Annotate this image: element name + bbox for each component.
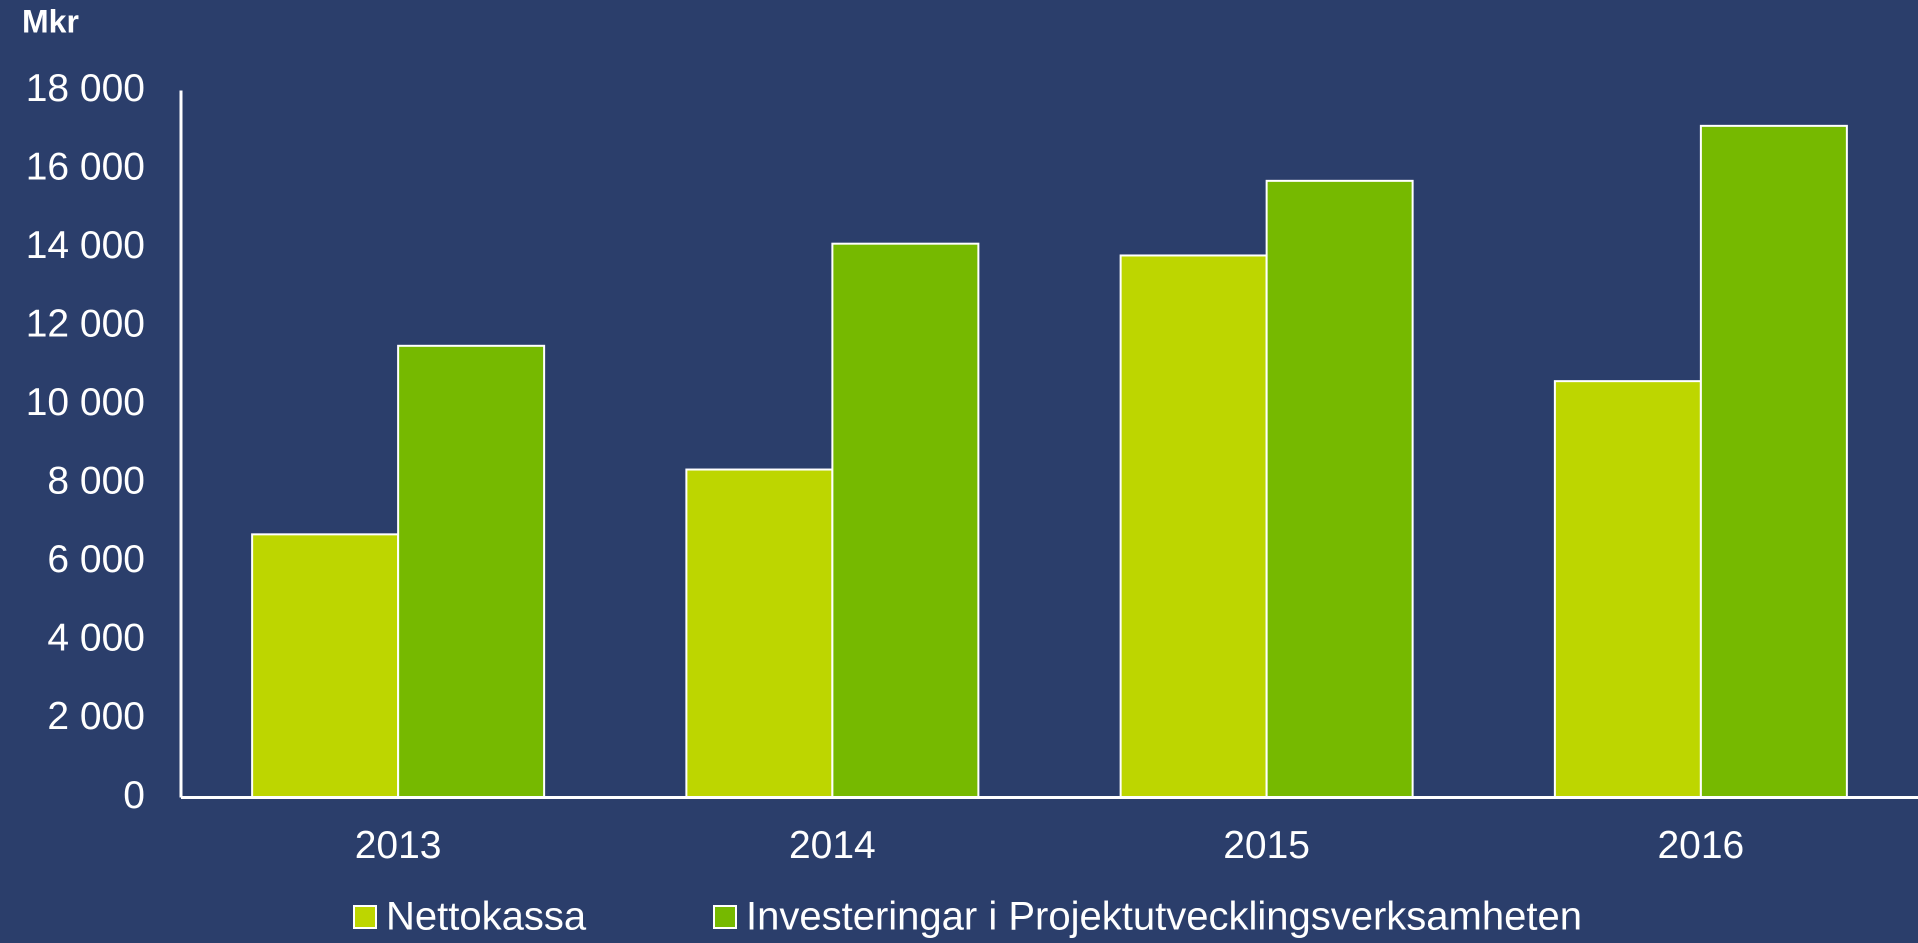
chart-title: Mkr bbox=[22, 3, 79, 39]
bar bbox=[397, 344, 546, 799]
bar bbox=[831, 242, 980, 799]
bar bbox=[251, 533, 400, 799]
y-tick-label: 18 000 bbox=[26, 67, 145, 110]
x-tick-label: 2014 bbox=[789, 824, 876, 867]
legend-swatch bbox=[713, 905, 737, 929]
y-tick-label: 2 000 bbox=[47, 695, 145, 738]
y-tick-label: 10 000 bbox=[26, 381, 145, 424]
legend-label: Investeringar i Projektutvecklingsverksa… bbox=[746, 895, 1582, 939]
x-tick-label: 2015 bbox=[1223, 824, 1310, 867]
bar bbox=[1119, 254, 1268, 799]
x-tick-label: 2016 bbox=[1657, 824, 1744, 867]
bar bbox=[685, 468, 834, 799]
bar bbox=[1265, 179, 1414, 799]
bar bbox=[1699, 124, 1848, 799]
y-tick-label: 8 000 bbox=[47, 460, 145, 503]
y-tick-label: 0 bbox=[123, 774, 145, 817]
y-tick-label: 12 000 bbox=[26, 302, 145, 345]
y-tick-label: 6 000 bbox=[47, 538, 145, 581]
legend-swatch bbox=[353, 905, 377, 929]
y-tick-label: 14 000 bbox=[26, 224, 145, 267]
x-tick-label: 2013 bbox=[355, 824, 442, 867]
y-tick-label: 16 000 bbox=[26, 145, 145, 188]
y-tick-label: 4 000 bbox=[47, 617, 145, 660]
bar bbox=[1553, 380, 1702, 799]
legend-label: Nettokassa bbox=[386, 895, 587, 939]
